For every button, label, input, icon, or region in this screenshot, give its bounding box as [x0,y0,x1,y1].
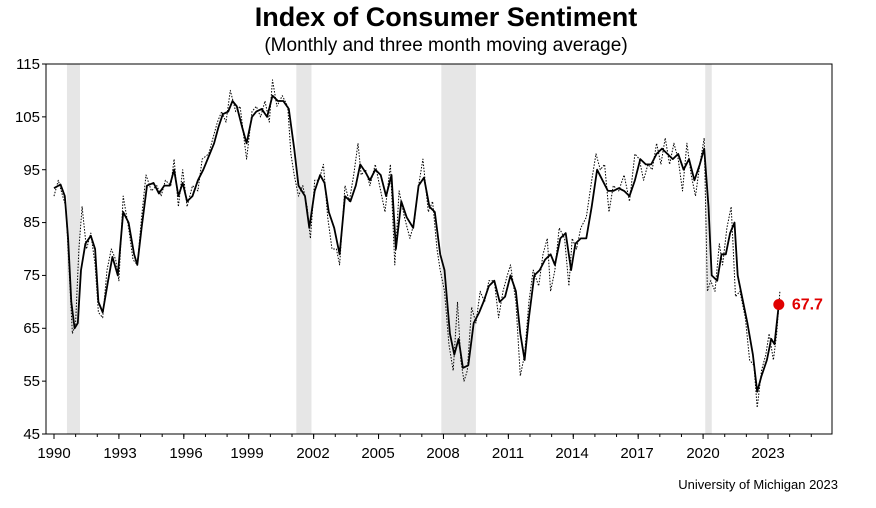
latest-value-marker [773,299,785,310]
recession-bands [66,64,712,434]
moving-average-series-line [53,94,780,393]
plot-area [45,63,833,435]
y-tick-label: 85 [23,214,40,231]
y-tick-label: 65 [23,320,40,337]
recession-band [441,64,476,434]
x-tick-label: 2017 [620,445,653,462]
x-tick-label: 2014 [555,445,588,462]
y-tick-label: 55 [23,373,40,390]
recession-band [66,64,80,434]
x-tick-label: 1996 [169,445,202,462]
x-tick-label: 1990 [37,445,70,462]
y-tick-label: 105 [15,109,40,126]
x-tick-label: 2023 [751,445,784,462]
x-tick-label: 2005 [361,445,394,462]
series-lines [53,79,781,409]
latest-value-label: 67.7 [792,297,823,314]
y-tick-label: 45 [23,426,40,443]
x-tick-label: 2008 [426,445,459,462]
y-tick-label: 95 [23,162,40,179]
y-axis: 45 55 65 75 85 95 105 115 [15,56,46,443]
x-axis: 1990 1993 1996 1999 2002 2005 2008 2011 … [37,434,812,462]
y-tick-label: 115 [16,56,40,73]
x-tick-label: 2020 [686,445,719,462]
x-tick-label: 2002 [296,445,329,462]
x-tick-label: 2011 [492,445,524,462]
source-credit: University of Michigan 2023 [678,477,838,492]
x-tick-label: 1999 [230,445,263,462]
monthly-series-line [53,79,781,409]
x-tick-label: 1993 [103,445,136,462]
chart-title: Index of Consumer Sentiment [255,2,638,32]
recession-band [296,64,312,434]
y-tick-label: 75 [23,267,40,284]
recession-band [705,64,712,434]
chart-subtitle: (Monthly and three month moving average) [264,35,627,56]
